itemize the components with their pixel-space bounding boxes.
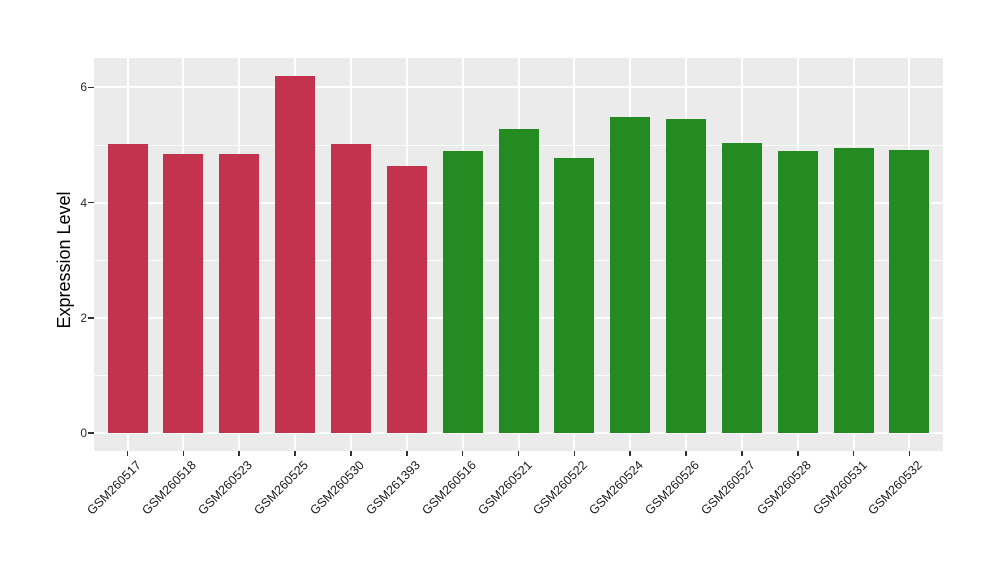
bar-GSM260525	[275, 75, 316, 434]
bar-GSM260516	[442, 151, 483, 434]
bar-GSM260524	[610, 116, 651, 434]
y-tick-mark	[88, 201, 94, 204]
x-tick-label: GSM260526	[642, 458, 702, 518]
x-tick-label: GSM261393	[363, 458, 423, 518]
x-tick-label: GSM260522	[530, 458, 591, 518]
x-tick-label: GSM260516	[419, 458, 479, 518]
bar-GSM261393	[386, 165, 427, 434]
bar-GSM260517	[107, 143, 148, 434]
bar-GSM260522	[554, 157, 595, 434]
x-tick-mark	[685, 451, 687, 456]
bar-GSM260531	[833, 148, 874, 434]
x-tick-mark	[741, 451, 743, 456]
x-tick-mark	[797, 451, 799, 456]
x-tick-label: GSM260525	[251, 458, 311, 518]
bar-GSM260521	[498, 129, 539, 434]
x-tick-mark	[461, 451, 464, 456]
x-tick-mark	[294, 451, 296, 456]
x-tick-label: GSM260531	[809, 458, 870, 518]
y-tick-label: 4	[80, 195, 87, 210]
x-tick-mark	[238, 451, 240, 456]
x-tick-label: GSM260528	[754, 458, 814, 518]
y-tick-mark	[88, 317, 94, 319]
x-tick-label: GSM260524	[586, 458, 647, 518]
bar-GSM260526	[666, 118, 707, 434]
x-tick-label: GSM260521	[474, 458, 535, 518]
bar-GSM260528	[777, 150, 818, 434]
x-tick-mark	[406, 451, 408, 456]
x-tick-label: GSM260527	[698, 458, 758, 518]
x-tick-mark	[573, 451, 576, 456]
x-tick-label: GSM260517	[83, 458, 144, 518]
y-tick-label: 0	[80, 426, 87, 441]
x-tick-label: GSM260518	[139, 458, 200, 518]
x-tick-label: GSM260532	[865, 458, 926, 518]
y-tick-label: 2	[80, 310, 87, 325]
x-tick-mark	[126, 451, 129, 456]
bar-GSM260530	[330, 144, 371, 434]
bar-GSM260523	[219, 153, 260, 434]
x-tick-mark	[350, 451, 352, 456]
y-tick-mark	[88, 432, 94, 434]
y-tick-label: 6	[80, 80, 87, 95]
bar-GSM260527	[721, 142, 762, 434]
x-tick-label: GSM260523	[195, 458, 256, 518]
bar-GSM260518	[163, 153, 204, 434]
y-axis-title: Expression Level	[54, 191, 74, 329]
plot-panel: 0 2 4 6 GSM260517 GSM260518 GSM260523 GSM260525…	[80, 58, 943, 518]
x-tick-mark	[182, 451, 185, 456]
x-tick-mark	[908, 451, 911, 456]
bar-GSM260532	[889, 149, 930, 434]
x-tick-mark	[517, 451, 520, 456]
x-tick-mark	[852, 451, 855, 456]
y-tick-mark	[88, 86, 94, 89]
x-tick-label: GSM260530	[307, 458, 367, 518]
x-tick-mark	[629, 451, 631, 456]
